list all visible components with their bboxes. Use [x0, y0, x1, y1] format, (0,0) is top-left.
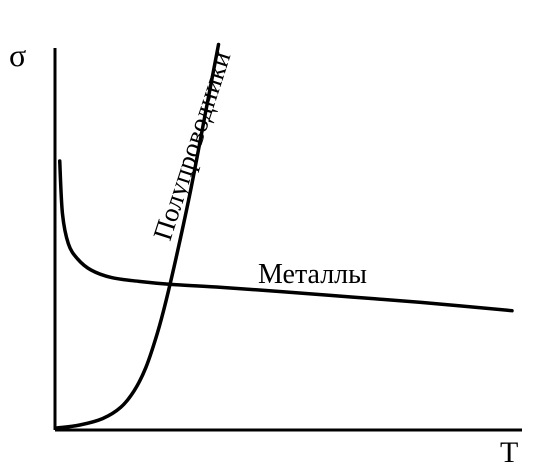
- series-line-metals: [57, 159, 514, 313]
- text-layer: σ T Металлы Полупроводники: [9, 37, 518, 469]
- series-label-semiconductors: Полупроводники: [147, 48, 236, 244]
- series-line-semiconductors: [55, 42, 221, 430]
- series-layer: [55, 42, 514, 430]
- y-axis-label: σ: [9, 37, 26, 73]
- x-axis-label: T: [500, 436, 518, 469]
- axes: [53, 48, 522, 432]
- series-label-metals: Металлы: [258, 259, 367, 290]
